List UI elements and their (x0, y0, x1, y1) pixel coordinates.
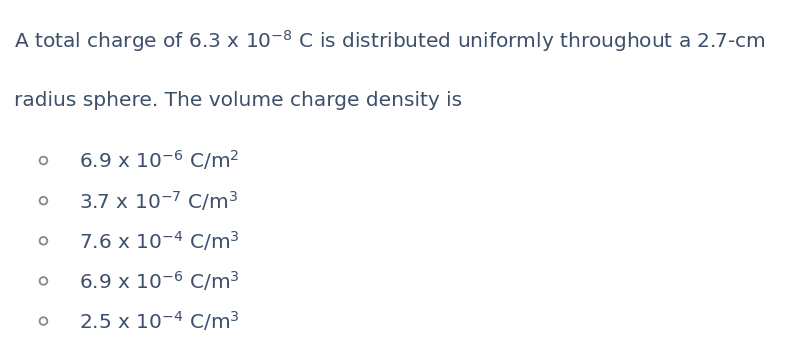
Text: A total charge of 6.3 x 10$^{-8}$ C is distributed uniformly throughout a 2.7-cm: A total charge of 6.3 x 10$^{-8}$ C is d… (14, 28, 766, 54)
Text: 6.9 x 10$^{-6}$ C/m$^{3}$: 6.9 x 10$^{-6}$ C/m$^{3}$ (79, 269, 239, 293)
Text: 7.6 x 10$^{-4}$ C/m$^{3}$: 7.6 x 10$^{-4}$ C/m$^{3}$ (79, 229, 239, 253)
Text: 2.5 x 10$^{-4}$ C/m$^{3}$: 2.5 x 10$^{-4}$ C/m$^{3}$ (79, 309, 239, 333)
Text: 6.9 x 10$^{-6}$ C/m$^{2}$: 6.9 x 10$^{-6}$ C/m$^{2}$ (79, 149, 239, 172)
Text: 3.7 x 10$^{-7}$ C/m$^{3}$: 3.7 x 10$^{-7}$ C/m$^{3}$ (79, 189, 239, 213)
Text: radius sphere. The volume charge density is: radius sphere. The volume charge density… (14, 91, 462, 110)
